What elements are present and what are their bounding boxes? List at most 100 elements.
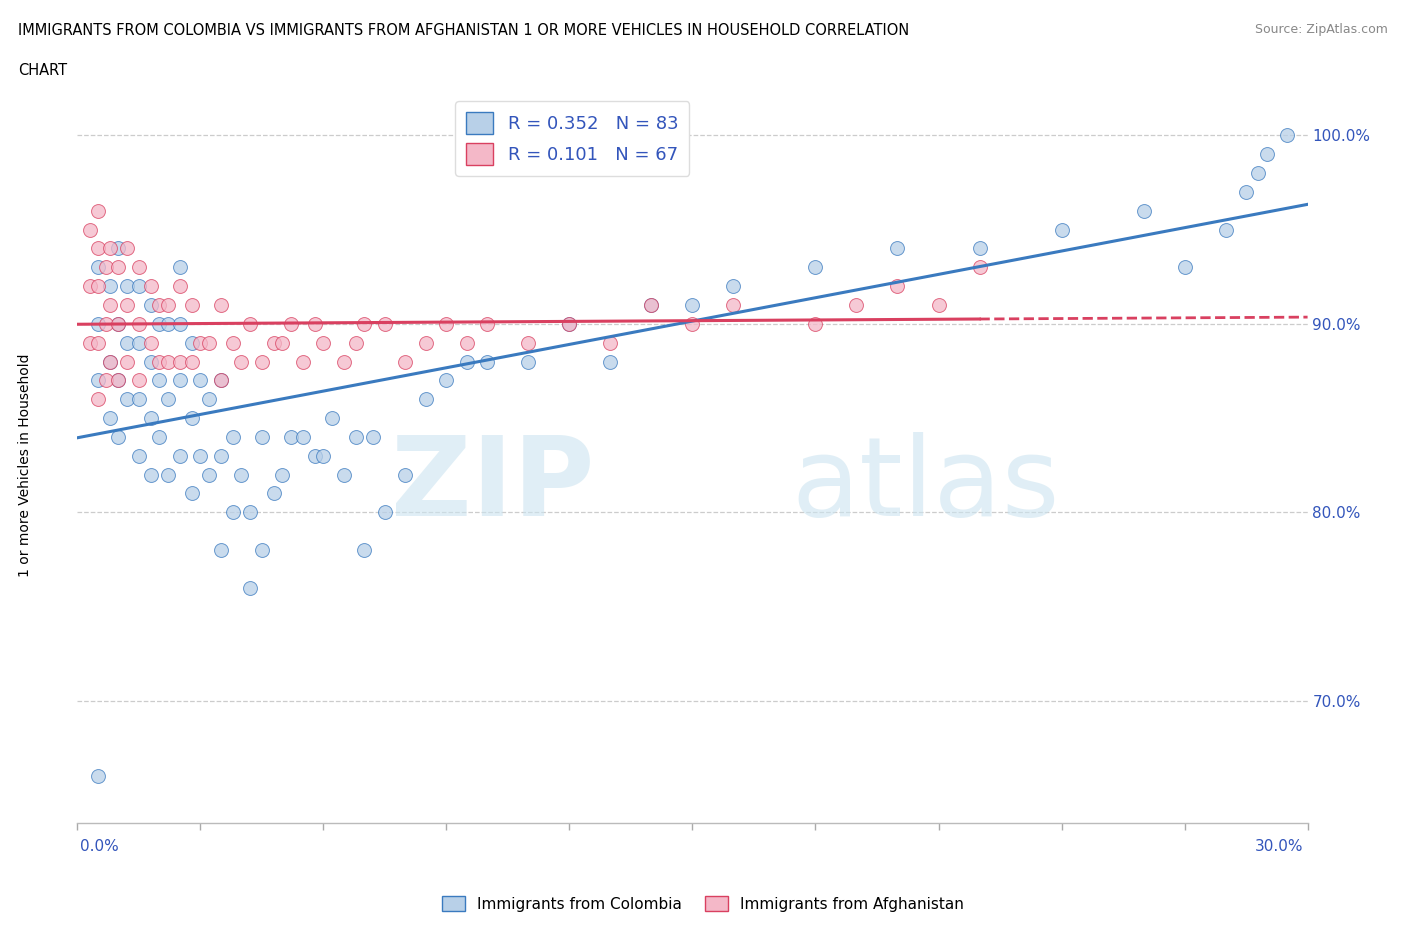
Point [128,335,150,350]
Point [599,335,621,350]
Point [128,316,150,331]
Point [169,279,191,294]
Point [156,316,179,331]
Point [969,259,991,274]
Text: CHART: CHART [18,63,67,78]
Text: atlas: atlas [792,432,1059,538]
Point [115,298,138,312]
Point [969,241,991,256]
Point [128,279,150,294]
Point [188,335,212,350]
Point [239,316,262,331]
Point [87,768,110,783]
Point [87,316,110,331]
Point [280,316,302,331]
Point [107,259,129,274]
Point [558,316,581,331]
Point [291,354,314,369]
Point [333,354,356,369]
Point [394,354,416,369]
Point [128,259,150,274]
Point [141,410,163,425]
Point [141,279,163,294]
Point [209,298,232,312]
Point [353,542,375,557]
Text: 30.0%: 30.0% [1256,839,1303,854]
Point [98,298,121,312]
Point [181,354,204,369]
Point [222,505,245,520]
Text: IMMIGRANTS FROM COLOMBIA VS IMMIGRANTS FROM AFGHANISTAN 1 OR MORE VEHICLES IN HO: IMMIGRANTS FROM COLOMBIA VS IMMIGRANTS F… [18,23,910,38]
Point [115,279,138,294]
Point [181,335,204,350]
Point [156,298,179,312]
Point [682,316,704,331]
Point [79,222,101,237]
Point [374,505,396,520]
Point [804,316,827,331]
Point [640,298,662,312]
Point [87,373,110,388]
Text: Source: ZipAtlas.com: Source: ZipAtlas.com [1254,23,1388,36]
Point [312,335,335,350]
Point [156,354,179,369]
Point [181,486,204,501]
Point [115,354,138,369]
Point [558,316,581,331]
Point [148,316,170,331]
Point [394,467,416,482]
Point [1132,204,1154,219]
Point [94,259,117,274]
Point [291,430,314,445]
Point [181,410,204,425]
Point [312,448,335,463]
Point [209,373,232,388]
Point [115,392,138,406]
Point [87,335,110,350]
Point [263,335,285,350]
Point [128,392,150,406]
Point [148,430,170,445]
Text: 0.0%: 0.0% [80,839,120,854]
Point [169,316,191,331]
Point [148,298,170,312]
Point [239,505,262,520]
Point [128,448,150,463]
Point [94,316,117,331]
Point [1234,184,1257,199]
Point [263,486,285,501]
Point [723,298,745,312]
Point [321,410,343,425]
Point [98,241,121,256]
Point [928,298,950,312]
Point [231,467,253,482]
Text: ZIP: ZIP [391,432,595,538]
Point [1275,128,1298,143]
Point [197,467,219,482]
Point [197,392,219,406]
Point [209,542,232,557]
Point [886,241,908,256]
Point [239,580,262,595]
Point [344,430,367,445]
Point [344,335,367,350]
Point [477,316,499,331]
Point [197,335,219,350]
Point [271,467,294,482]
Point [304,448,326,463]
Point [98,354,121,369]
Point [477,354,499,369]
Point [169,373,191,388]
Point [845,298,868,312]
Point [115,241,138,256]
Point [87,204,110,219]
Point [333,467,356,482]
Legend: Immigrants from Colombia, Immigrants from Afghanistan: Immigrants from Colombia, Immigrants fro… [436,889,970,918]
Point [250,542,273,557]
Point [271,335,294,350]
Point [107,316,129,331]
Point [415,335,437,350]
Point [374,316,396,331]
Point [107,373,129,388]
Point [222,430,245,445]
